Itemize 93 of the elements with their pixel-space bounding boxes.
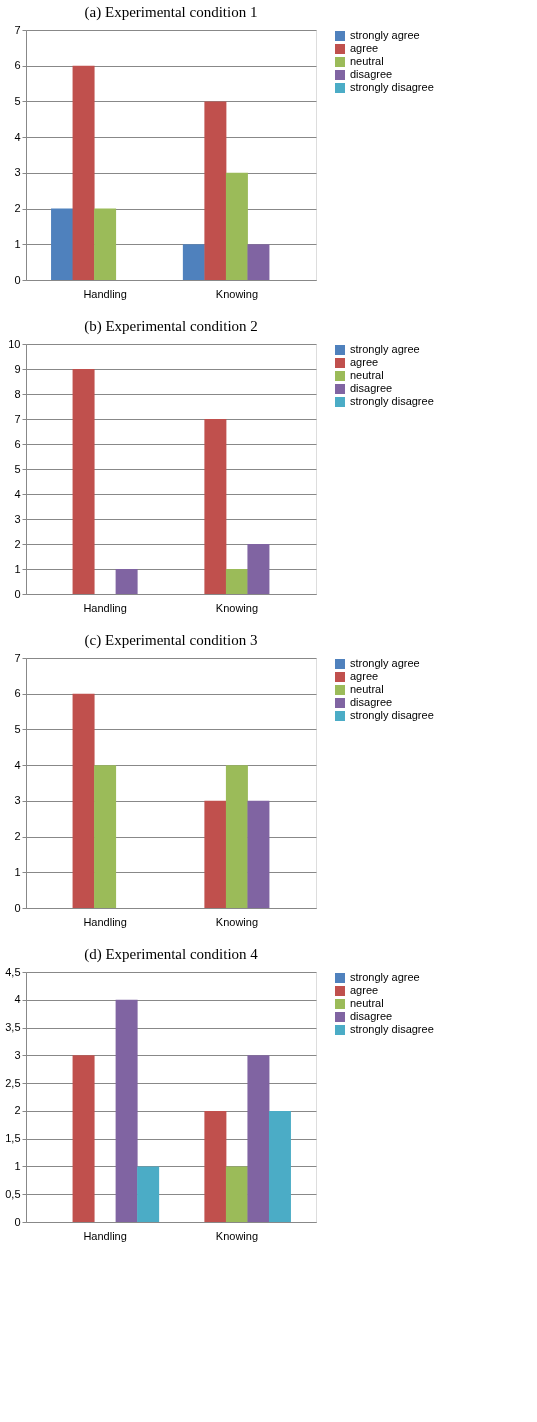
- x-tick-label: Handling: [83, 1229, 127, 1242]
- y-tick-label: 3: [14, 794, 21, 807]
- y-tick-label: 7: [14, 23, 21, 36]
- x-tick-label: Knowing: [215, 601, 259, 614]
- legend-label: agree: [350, 984, 379, 996]
- bar: [72, 369, 95, 594]
- y-tick-label: 0: [14, 273, 21, 286]
- y-tick-label: 8: [14, 387, 21, 400]
- bar: [182, 244, 205, 280]
- y-tick-label: 5: [14, 462, 21, 475]
- bar: [225, 765, 248, 908]
- y-tick-label: 1: [14, 1159, 21, 1172]
- bar: [225, 1166, 248, 1222]
- legend-label: disagree: [350, 1010, 393, 1022]
- y-tick-label: 1: [14, 562, 21, 575]
- bar: [94, 208, 117, 280]
- x-tick-label: Knowing: [215, 1229, 259, 1242]
- y-tick-label: 4,5: [5, 965, 21, 978]
- bar: [115, 569, 138, 594]
- bar: [225, 569, 248, 594]
- legend-label: neutral: [350, 683, 384, 695]
- legend-label: neutral: [350, 369, 384, 381]
- x-tick-label: Knowing: [215, 287, 259, 300]
- y-tick-label: 2: [14, 537, 21, 550]
- y-tick-label: 2: [14, 830, 21, 843]
- y-tick-label: 6: [14, 59, 21, 72]
- y-tick-label: 10: [8, 337, 21, 350]
- y-tick-label: 1: [14, 865, 21, 878]
- bar: [204, 1110, 227, 1222]
- y-tick-label: 4: [14, 758, 21, 771]
- bar: [268, 1110, 291, 1222]
- y-tick-label: 4: [14, 993, 21, 1006]
- legend-label: strongly disagree: [350, 81, 434, 93]
- legend-label: disagree: [350, 382, 393, 394]
- legend-label: strongly agree: [350, 657, 420, 669]
- y-tick-label: 0: [14, 1215, 21, 1228]
- legend-label: neutral: [350, 55, 384, 67]
- y-tick-label: 3,5: [5, 1021, 21, 1034]
- chart-title: (c) Experimental condition 3: [84, 632, 258, 649]
- y-tick-label: 2,5: [5, 1076, 21, 1089]
- bar: [225, 172, 248, 280]
- y-tick-label: 9: [14, 362, 21, 375]
- y-tick-label: 7: [14, 412, 21, 425]
- bar: [204, 800, 227, 908]
- bar: [115, 999, 138, 1222]
- y-tick-label: 6: [14, 437, 21, 450]
- y-tick-label: 4: [14, 130, 21, 143]
- bar: [204, 101, 227, 280]
- y-tick-label: 0: [14, 901, 21, 914]
- bar: [204, 419, 227, 594]
- chart-title: (b) Experimental condition 2: [84, 318, 258, 335]
- y-tick-label: 3: [14, 166, 21, 179]
- bar: [72, 693, 95, 908]
- y-tick-label: 4: [14, 487, 21, 500]
- x-tick-label: Handling: [83, 601, 127, 614]
- legend-label: disagree: [350, 68, 393, 80]
- legend-label: agree: [350, 356, 379, 368]
- y-tick-label: 5: [14, 94, 21, 107]
- y-tick-label: 1,5: [5, 1132, 21, 1145]
- bar: [247, 244, 270, 280]
- bar: [137, 1166, 160, 1222]
- bar: [247, 544, 270, 594]
- y-tick-label: 1: [14, 237, 21, 250]
- bar: [247, 800, 270, 908]
- chart-title: (a) Experimental condition 1: [84, 4, 258, 21]
- bar: [72, 65, 95, 280]
- x-tick-label: Handling: [83, 915, 127, 928]
- legend-label: neutral: [350, 997, 384, 1009]
- y-tick-label: 0: [14, 587, 21, 600]
- legend-label: agree: [350, 42, 379, 54]
- y-tick-label: 7: [14, 651, 21, 664]
- x-tick-label: Knowing: [215, 915, 259, 928]
- y-tick-label: 3: [14, 1048, 21, 1061]
- bar: [247, 1055, 270, 1222]
- x-tick-label: Handling: [83, 287, 127, 300]
- legend-label: agree: [350, 670, 379, 682]
- y-tick-label: 6: [14, 687, 21, 700]
- legend-label: disagree: [350, 696, 393, 708]
- bar: [94, 765, 117, 908]
- y-tick-label: 3: [14, 512, 21, 525]
- y-tick-label: 0,5: [5, 1187, 21, 1200]
- legend-label: strongly disagree: [350, 395, 434, 407]
- legend-label: strongly agree: [350, 343, 420, 355]
- y-tick-label: 2: [14, 1104, 21, 1117]
- chart-title: (d) Experimental condition 4: [84, 946, 259, 963]
- legend-label: strongly agree: [350, 29, 420, 41]
- bar: [72, 1055, 95, 1222]
- bar: [51, 208, 74, 280]
- y-tick-label: 5: [14, 722, 21, 735]
- y-tick-label: 2: [14, 202, 21, 215]
- legend-label: strongly agree: [350, 971, 420, 983]
- legend-label: strongly disagree: [350, 1023, 434, 1035]
- legend-label: strongly disagree: [350, 709, 434, 721]
